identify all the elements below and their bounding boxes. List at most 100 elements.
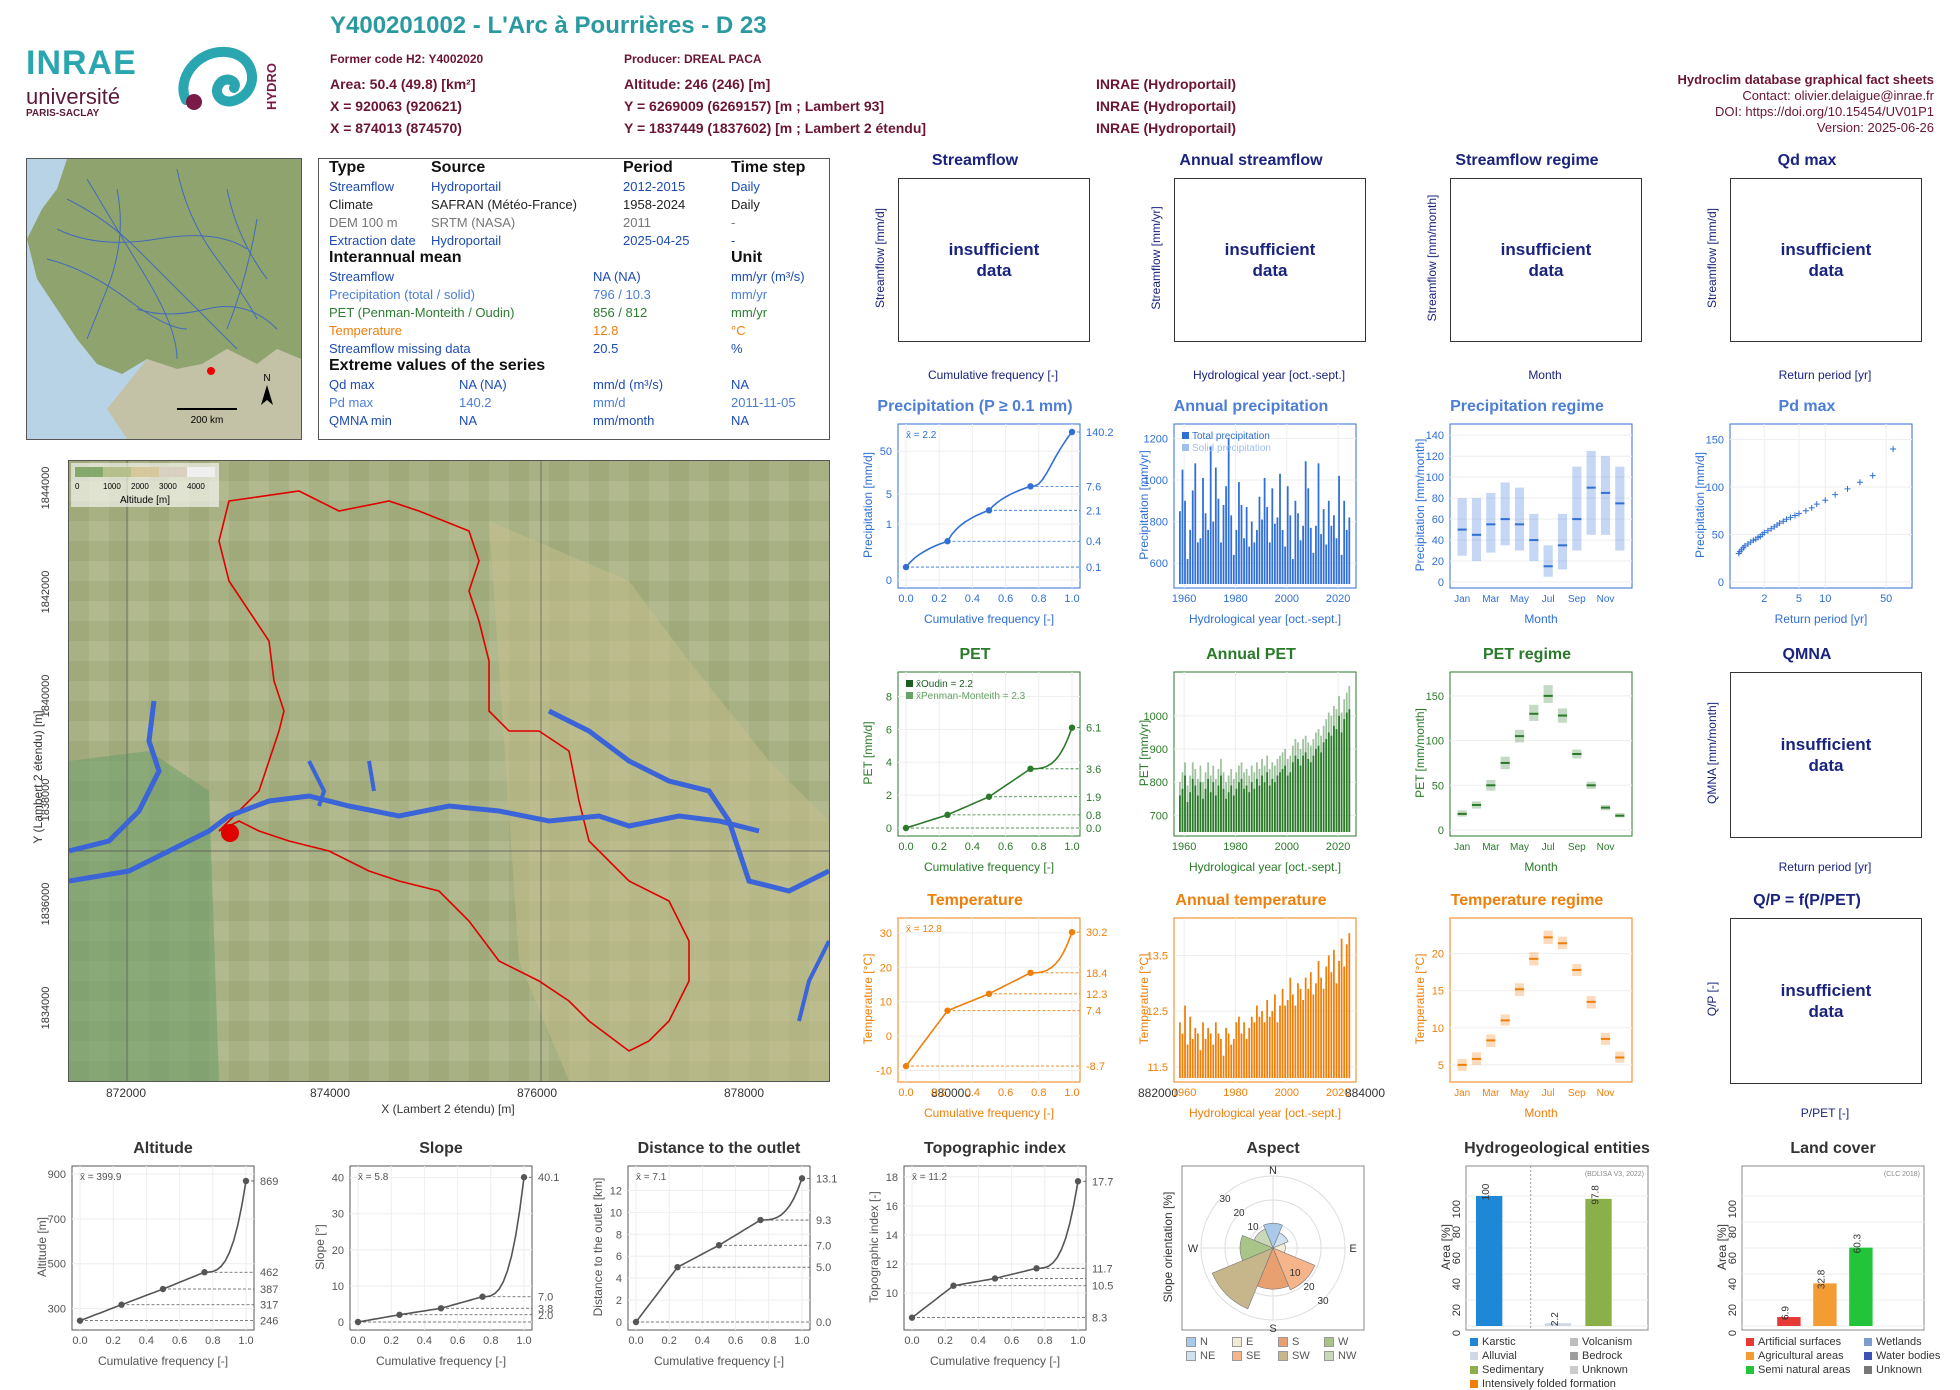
legend-item: Volcanism	[1570, 1336, 1632, 1348]
doi-link[interactable]: DOI: https://doi.org/10.15454/UV01P1	[1715, 104, 1934, 119]
bar	[1191, 778, 1194, 832]
bar	[1317, 745, 1320, 832]
inter-unit: mm/yr (m³/s)	[731, 269, 805, 284]
quantile-point	[674, 1263, 681, 1271]
bar-label: 2.2	[1550, 1312, 1561, 1326]
bar	[1281, 529, 1284, 584]
quantile-point	[479, 1293, 486, 1300]
bar	[1253, 1022, 1256, 1078]
bar	[1225, 486, 1227, 584]
aspect-legend-item: E	[1232, 1336, 1253, 1348]
bar	[1196, 542, 1199, 584]
bar	[1327, 500, 1330, 584]
tick-label: 1000	[1144, 475, 1168, 487]
bar	[1212, 1044, 1215, 1078]
scatter-point	[1813, 501, 1820, 508]
tick-label: 4	[616, 1273, 622, 1285]
extreme-date: NA	[731, 413, 750, 428]
bar	[1330, 735, 1333, 832]
bar	[1230, 1044, 1233, 1078]
bar	[1181, 1033, 1184, 1078]
panel-title: Slope	[419, 1140, 463, 1157]
y-axis-label: Streamflow [mm/yr]	[1149, 206, 1163, 310]
panel-title: PET	[959, 646, 991, 663]
bar	[1320, 534, 1322, 584]
box	[1457, 498, 1467, 556]
mean-label: x̄ = 399.9	[80, 1172, 122, 1183]
extreme-value: NA	[459, 413, 478, 428]
scatter-point	[1822, 497, 1829, 504]
tick-label: 0	[616, 1317, 622, 1329]
category-bar	[1777, 1317, 1801, 1326]
quantile-point	[76, 1317, 84, 1324]
legend-tick: 3000	[159, 482, 177, 491]
bar	[1343, 500, 1346, 584]
col-step: Time step	[731, 159, 806, 176]
quantile-point	[632, 1318, 640, 1326]
bar	[1333, 949, 1335, 1078]
y-axis-label: PET [mm/d]	[861, 721, 875, 785]
quantile-point	[715, 1242, 723, 1249]
tick-label: 20	[1432, 556, 1444, 568]
mean-label: x̄ = 12.8	[906, 924, 942, 935]
tick-label: 1980	[1223, 841, 1247, 853]
quantile-point	[985, 990, 993, 998]
bar	[1307, 988, 1310, 1078]
aspect-legend-item: NW	[1324, 1350, 1356, 1362]
extreme-unit: mm/month	[593, 413, 655, 428]
scatter-point	[1776, 520, 1783, 527]
tick-label: 7.4	[1086, 1006, 1101, 1018]
bar	[1348, 517, 1351, 584]
sheet-info: Hydroclim database graphical fact sheets…	[1678, 72, 1934, 136]
tick-label: 2.1	[1086, 505, 1101, 517]
tick-label: 12.3	[1086, 989, 1107, 1001]
bar	[1284, 765, 1287, 832]
tick-label: 0.2	[384, 1335, 399, 1347]
topo-chart: 10 12 14 16 18 0.0 0.2 0.4 0.6 0.8 1.0 17.7 11.7 10.5…	[886, 1165, 1113, 1347]
tick-label: Mar	[1482, 842, 1500, 853]
dist-chart: 0 2 4 6 8 10 12 0.0 0.2 0.4 0.6 0.8 1.0 13.1 9.3 7.0 5.0…	[610, 1165, 837, 1347]
bar	[1279, 772, 1281, 832]
river-main	[69, 793, 760, 884]
direction-label: N	[1269, 1165, 1277, 1177]
bar	[1312, 994, 1315, 1078]
quantile-point	[354, 1318, 362, 1326]
tick-label: 100	[1426, 736, 1444, 748]
tick-label: 1200	[1144, 433, 1168, 445]
tick-label: 2	[1761, 593, 1767, 605]
landcover-chart: 0 20 40 60 80 100 (CLC 2018) 6.9 32.8 60.3	[1727, 1165, 1925, 1336]
insufficient-data-msg: insufficient data	[1224, 240, 1316, 280]
panel-title: Temperature regime	[1450, 892, 1604, 909]
aspect-legend-item: N	[1186, 1336, 1208, 1348]
bar	[1196, 795, 1199, 832]
bar	[1268, 785, 1271, 832]
tick-label: 2	[886, 790, 892, 802]
x-axis-label: Cumulative frequency [-]	[375, 1354, 507, 1368]
x-axis-label: Return period [yr]	[1774, 612, 1868, 626]
bar	[1256, 1005, 1258, 1078]
tick-label: 40	[1727, 1278, 1739, 1290]
y-axis-label: PET [mm/month]	[1413, 708, 1427, 798]
tick-label: 800	[1150, 517, 1168, 529]
bar	[1217, 498, 1220, 584]
source-note: (CLC 2018)	[1884, 1171, 1920, 1178]
bar	[1286, 775, 1289, 832]
tick-label: 0.2	[932, 841, 947, 853]
box	[1543, 685, 1553, 704]
bar	[1322, 988, 1325, 1078]
box	[1486, 492, 1496, 553]
inter-unit: mm/yr	[731, 287, 768, 302]
tick-label: 30	[880, 928, 892, 940]
x-axis-label: Hydrological year [oct.-sept.]	[1188, 860, 1342, 874]
tick-label: 0.2	[932, 1087, 947, 1099]
x-axis-label: Cumulative frequency [-]	[97, 1354, 229, 1368]
tick-label: 30.2	[1086, 927, 1107, 939]
panel-title: Streamflow	[931, 152, 1019, 169]
aspect-legend-item: NE	[1186, 1350, 1215, 1362]
bar	[1320, 977, 1322, 1078]
legend-item: Water bodies	[1864, 1350, 1940, 1362]
tick-label: 40	[1432, 535, 1444, 547]
tick-label: 120	[1426, 451, 1444, 463]
bar	[1250, 1016, 1253, 1078]
